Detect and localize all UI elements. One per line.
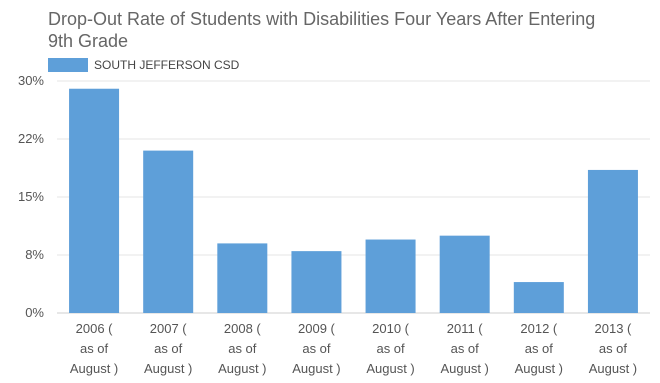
x-tick-label: 2013 (as of August ) [589,321,637,376]
y-tick-label: 8% [25,247,44,262]
x-tick-label: 2011 (as of August ) [440,321,488,376]
legend: SOUTH JEFFERSON CSD [48,57,239,73]
x-tick-label: 2009 (as of August ) [292,321,340,376]
x-tick-label: 2010 (as of August ) [366,321,414,376]
bars [69,88,638,313]
x-tick-label: 2007 (as of August ) [144,321,192,376]
bar [587,169,638,313]
bar [69,88,120,313]
legend-swatch [48,58,88,72]
legend-label: SOUTH JEFFERSON CSD [94,58,240,72]
bar [513,282,564,313]
chart-title: Drop-Out Rate of Students with Disabilit… [48,9,596,51]
x-axis-ticks: 2006 (as of August ) 2007 (as of August ) 20… [70,321,637,376]
bar [143,150,194,313]
bar [291,251,342,313]
y-axis-ticks: 0% 8% 15% 22% 30% [18,73,44,320]
x-tick-label: 2012 (as of August ) [515,321,563,376]
bar [439,235,490,313]
y-tick-label: 0% [25,305,44,320]
bar [365,239,416,313]
y-tick-label: 15% [18,189,44,204]
y-tick-label: 30% [18,73,44,88]
x-tick-label: 2006 (as of August ) [70,321,118,376]
bar [217,243,268,313]
y-tick-label: 22% [18,131,44,146]
x-tick-label: 2008 (as of August ) [218,321,266,376]
